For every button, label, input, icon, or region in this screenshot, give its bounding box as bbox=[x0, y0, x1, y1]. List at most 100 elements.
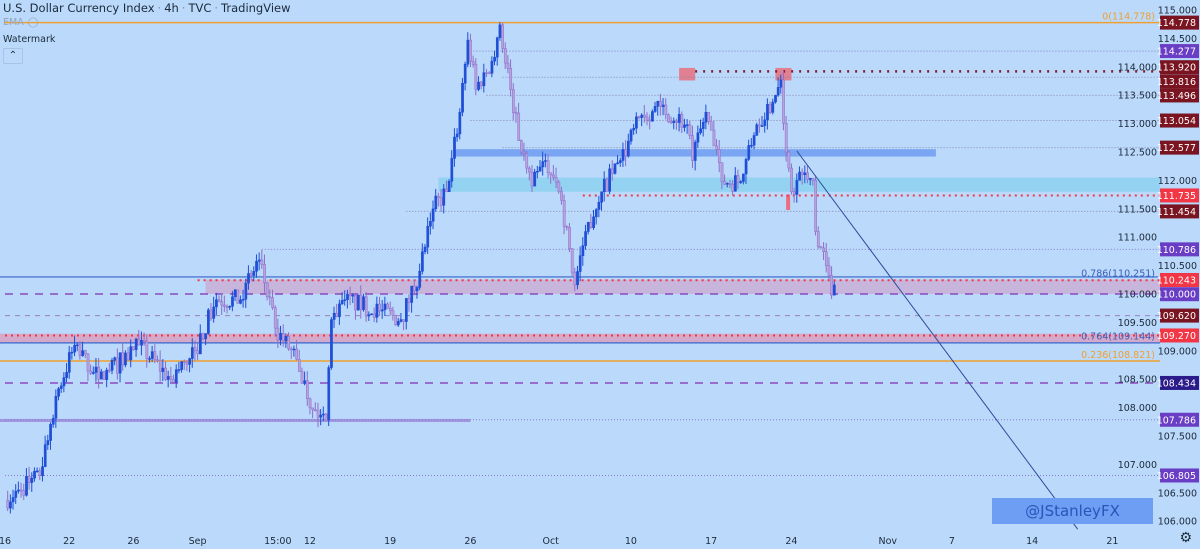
candle-up bbox=[319, 414, 323, 418]
candle-down bbox=[354, 294, 357, 311]
symbol-name[interactable]: U.S. Dollar Currency Index bbox=[3, 1, 155, 15]
candle bbox=[442, 184, 446, 214]
price-label-bg bbox=[1160, 15, 1199, 30]
candle-up bbox=[426, 225, 430, 248]
candle-down bbox=[814, 180, 817, 232]
candle bbox=[594, 208, 598, 225]
candle-up bbox=[651, 111, 654, 122]
candle bbox=[423, 244, 427, 255]
candle bbox=[538, 159, 542, 172]
price-label-bg bbox=[1160, 88, 1199, 103]
candle bbox=[576, 265, 579, 290]
candle-down bbox=[712, 129, 716, 147]
gear-icon[interactable]: ⚙ bbox=[1179, 530, 1192, 546]
candle bbox=[121, 342, 125, 371]
candle-up bbox=[14, 490, 18, 498]
candle bbox=[453, 128, 456, 167]
candle-up bbox=[303, 380, 307, 384]
candle-down bbox=[479, 81, 483, 87]
y-tick-label: 113.500 bbox=[1118, 91, 1157, 102]
candle-up bbox=[421, 251, 424, 272]
candle-up bbox=[166, 376, 170, 380]
candle bbox=[495, 36, 499, 66]
candle-down bbox=[201, 333, 205, 340]
candle-down bbox=[736, 175, 740, 183]
chevron-up-icon[interactable]: ⌃ bbox=[3, 48, 23, 64]
price-label-113.816: 113.816 bbox=[1157, 74, 1199, 89]
candle-down bbox=[145, 341, 149, 359]
eye-hidden-icon[interactable]: ◯ bbox=[27, 17, 39, 28]
candle-down bbox=[78, 344, 82, 356]
candle bbox=[731, 180, 735, 196]
candle-down bbox=[562, 200, 566, 227]
price-label-bg bbox=[1160, 375, 1199, 390]
candle bbox=[750, 138, 753, 149]
candle-up bbox=[231, 296, 234, 307]
candle bbox=[827, 257, 831, 280]
price-label-106.805: 106.805 bbox=[1157, 468, 1199, 483]
source: TradingView bbox=[221, 1, 291, 15]
candle-down bbox=[784, 123, 788, 153]
candle bbox=[699, 119, 702, 135]
candle bbox=[709, 115, 713, 131]
candle bbox=[688, 120, 692, 140]
candle bbox=[116, 348, 119, 380]
candle bbox=[667, 113, 670, 123]
x-tick-label: 10 bbox=[625, 536, 637, 547]
candle-up bbox=[536, 170, 539, 173]
candle-up bbox=[233, 289, 237, 298]
candle-up bbox=[608, 168, 611, 192]
candle bbox=[803, 165, 807, 184]
candle bbox=[648, 114, 652, 130]
candle bbox=[627, 133, 630, 158]
candle bbox=[108, 363, 111, 373]
candle-up bbox=[239, 299, 242, 304]
candle-up bbox=[434, 195, 438, 210]
candle bbox=[263, 254, 266, 293]
candle bbox=[201, 332, 205, 340]
y-tick-label: 110.500 bbox=[1158, 261, 1197, 272]
candle bbox=[597, 195, 601, 218]
candle bbox=[669, 116, 673, 124]
candle-down bbox=[517, 112, 521, 141]
candle bbox=[512, 83, 515, 121]
y-tick-label: 111.500 bbox=[1118, 204, 1157, 215]
candle-down bbox=[19, 489, 23, 492]
candle-up bbox=[693, 141, 697, 161]
candle-down bbox=[27, 475, 31, 483]
candle-down bbox=[209, 309, 213, 319]
candle-down bbox=[688, 124, 692, 136]
candle bbox=[586, 221, 590, 235]
price-label-110.786: 110.786 bbox=[1157, 242, 1199, 257]
candle-up bbox=[59, 385, 63, 389]
price-label-bg bbox=[1160, 412, 1199, 427]
candle bbox=[477, 76, 480, 92]
candle bbox=[22, 483, 26, 501]
candle-up bbox=[752, 135, 756, 146]
candle-up bbox=[798, 171, 801, 181]
interval[interactable]: 4h bbox=[164, 1, 179, 15]
candle bbox=[822, 242, 825, 260]
time-axis-background[interactable] bbox=[0, 530, 1160, 549]
candle bbox=[25, 467, 28, 497]
trendline[interactable] bbox=[796, 150, 1079, 530]
indicator-ema[interactable]: EMA ◯ bbox=[3, 17, 38, 28]
candle-up bbox=[113, 357, 117, 361]
candle-down bbox=[549, 172, 553, 176]
price-label-bg bbox=[1160, 204, 1199, 219]
candle bbox=[610, 160, 614, 181]
candle-down bbox=[445, 188, 448, 193]
candle-down bbox=[378, 303, 381, 312]
candle-up bbox=[541, 161, 545, 168]
candle-down bbox=[811, 177, 815, 181]
candle-down bbox=[348, 293, 352, 296]
candle-down bbox=[520, 140, 523, 153]
candle bbox=[514, 106, 518, 123]
candle-down bbox=[217, 299, 221, 302]
candle bbox=[458, 108, 462, 140]
candle bbox=[723, 174, 727, 186]
candle bbox=[212, 296, 216, 323]
indicator-watermark[interactable]: Watermark bbox=[3, 34, 56, 45]
candle-down bbox=[715, 145, 718, 150]
